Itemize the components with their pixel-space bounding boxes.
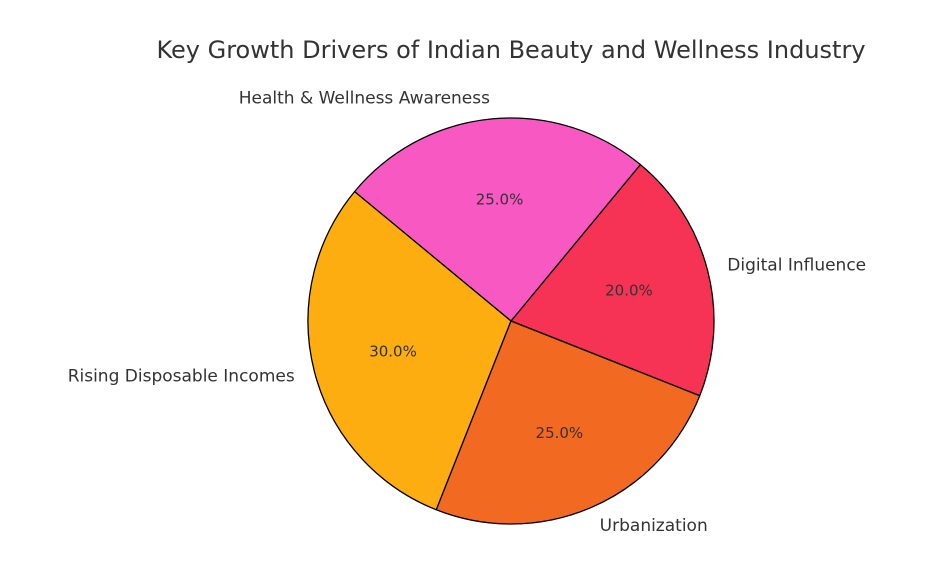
pct-label-health-wellness-awareness: 25.0% <box>476 191 524 209</box>
slice-label-urbanization: Urbanization <box>600 516 708 536</box>
pie-slice-rising-disposable-incomes <box>307 190 512 511</box>
pie-slices <box>307 117 715 525</box>
slice-label-rising-disposable-incomes: Rising Disposable Incomes <box>68 367 295 387</box>
pie-slice-health-wellness-awareness <box>353 117 642 322</box>
slice-label-health-wellness-awareness: Health & Wellness Awareness <box>239 89 490 109</box>
pct-label-urbanization: 25.0% <box>536 424 584 442</box>
pct-label-digital-influence: 20.0% <box>605 282 653 300</box>
pie-slice-urbanization <box>435 320 701 525</box>
pie-slice-digital-influence <box>510 163 715 397</box>
chart-title: Key Growth Drivers of Indian Beauty and … <box>156 36 865 64</box>
pct-label-rising-disposable-incomes: 30.0% <box>369 342 417 360</box>
pie-labels: Digital Influence 20.0% Health & Wellness … <box>68 89 866 536</box>
slice-label-digital-influence: Digital Influence <box>727 255 866 275</box>
